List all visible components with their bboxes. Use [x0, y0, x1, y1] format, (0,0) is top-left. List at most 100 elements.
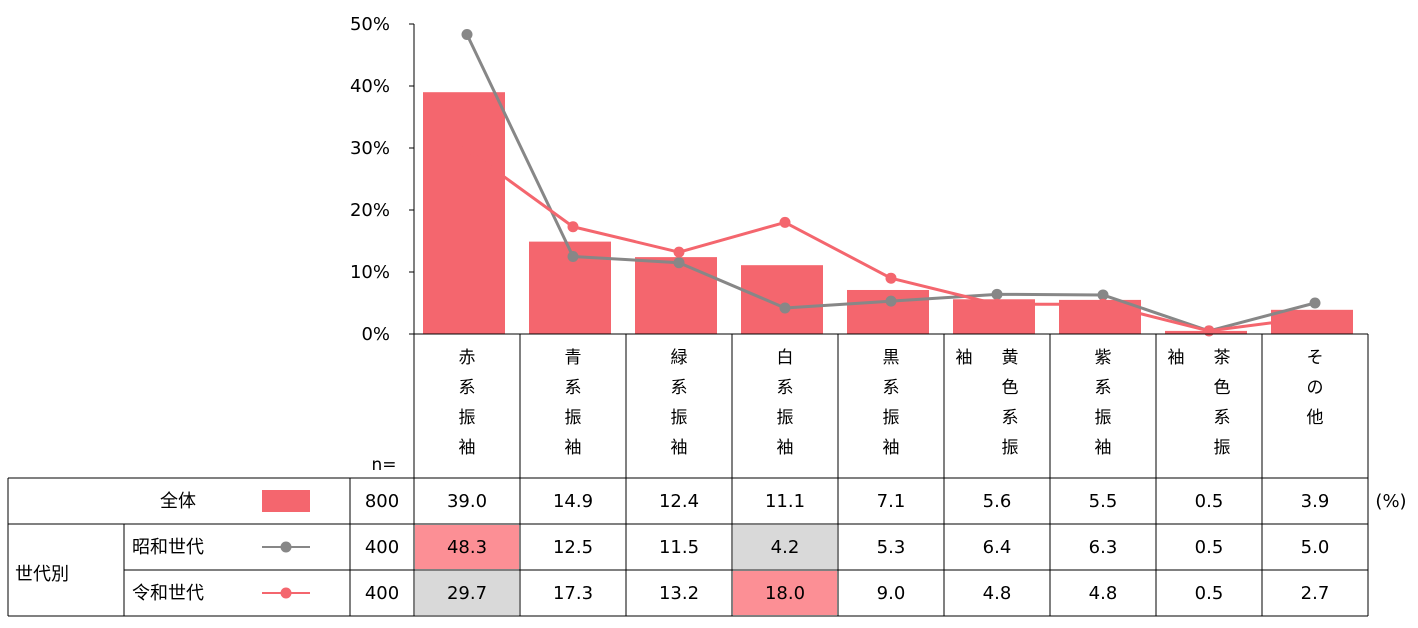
legend-swatch-bar — [262, 490, 310, 512]
category-label-char: 緑 — [671, 348, 688, 368]
table-cell-value: 6.3 — [1089, 537, 1118, 558]
category-label-char: 系 — [459, 378, 476, 398]
table-cell-value: 13.2 — [659, 583, 699, 604]
y-tick-label: 10% — [350, 262, 390, 283]
highlight-cell-high — [415, 525, 519, 569]
category-label-char: 袖 — [1168, 348, 1185, 368]
table-cell-value: 29.7 — [447, 583, 487, 604]
table-cell-value: 3.9 — [1301, 491, 1330, 512]
category-label-char: 系 — [1095, 378, 1112, 398]
y-tick-label: 20% — [350, 200, 390, 221]
legend-point-marker — [280, 587, 292, 599]
line-point-2-5 — [885, 272, 897, 284]
category-label-char: 振 — [883, 408, 900, 428]
bar-4 — [741, 265, 823, 334]
n-value: 400 — [365, 537, 399, 558]
line-point-1-6 — [991, 288, 1003, 300]
category-label-char: 袖 — [565, 438, 582, 458]
table-cell-value: 0.5 — [1195, 491, 1224, 512]
table-cell-value: 5.5 — [1089, 491, 1118, 512]
category-label-char: 白 — [777, 348, 794, 368]
line-point-1-5 — [885, 295, 897, 307]
category-label-char: 黄 — [1002, 348, 1019, 368]
table-cell-value: 11.1 — [765, 491, 805, 512]
category-label-char: そ — [1307, 348, 1324, 368]
category-label-char: 袖 — [777, 438, 794, 458]
category-label-char: 袖 — [671, 438, 688, 458]
legend-point-marker — [280, 541, 292, 553]
table-cell-value: 12.5 — [553, 537, 593, 558]
table-cell-value: 5.6 — [983, 491, 1012, 512]
table-cell-value: 5.3 — [877, 537, 906, 558]
table-cell-value: 5.0 — [1301, 537, 1330, 558]
line-point-2-9 — [1309, 311, 1321, 323]
table-cell-value: 9.0 — [877, 583, 906, 604]
line-point-2-4 — [779, 216, 791, 228]
line-point-2-2 — [567, 221, 579, 233]
category-label-char: 系 — [671, 378, 688, 398]
line-point-1-9 — [1309, 297, 1321, 309]
row-label: 昭和世代 — [132, 537, 204, 558]
category-label-char: 系 — [1002, 408, 1019, 428]
category-label-char: 色 — [1214, 378, 1231, 398]
highlight-cell-low — [733, 525, 837, 569]
category-label-char: 袖 — [1095, 438, 1112, 458]
y-tick-label: 0% — [361, 324, 390, 345]
line-point-2-6 — [991, 298, 1003, 310]
category-label-char: 振 — [565, 408, 582, 428]
category-label-char: 袖 — [883, 438, 900, 458]
category-label-char: 茶 — [1214, 348, 1231, 368]
bar-3 — [635, 257, 717, 334]
row-label: 令和世代 — [132, 583, 204, 604]
y-tick-label: 50% — [350, 14, 390, 35]
y-tick-label: 30% — [350, 138, 390, 159]
n-value: 800 — [365, 491, 399, 512]
category-label-char: の — [1307, 378, 1324, 398]
n-header: n= — [371, 455, 396, 475]
category-label-char: 青 — [565, 348, 582, 368]
category-label-char: 系 — [565, 378, 582, 398]
y-tick-label: 40% — [350, 76, 390, 97]
table-cell-value: 12.4 — [659, 491, 699, 512]
row-label: 全体 — [160, 491, 196, 512]
line-point-1-7 — [1097, 289, 1109, 301]
category-label-char: 振 — [1002, 438, 1019, 458]
category-label-char: 袖 — [459, 438, 476, 458]
table-cell-value: 4.8 — [1089, 583, 1118, 604]
n-value: 400 — [365, 583, 399, 604]
category-label-char: 振 — [1095, 408, 1112, 428]
line-point-1-2 — [567, 251, 579, 262]
line-point-1-1 — [461, 29, 473, 41]
table-cell-value: 4.8 — [983, 583, 1012, 604]
category-label-char: 赤 — [459, 348, 476, 368]
line-point-2-3 — [673, 246, 685, 258]
table-cell-value: 6.4 — [983, 537, 1012, 558]
table-cell-value: 7.1 — [877, 491, 906, 512]
category-label-char: 系 — [1214, 408, 1231, 428]
table-cell-value: 0.5 — [1195, 537, 1224, 558]
category-label-char: 振 — [459, 408, 476, 428]
category-label-char: 振 — [777, 408, 794, 428]
table-cell-value: 18.0 — [765, 583, 805, 604]
category-label-char: 系 — [883, 378, 900, 398]
table-cell-value: 4.2 — [771, 537, 800, 558]
table-cell-value: 0.5 — [1195, 583, 1224, 604]
table-cell-value: 11.5 — [659, 537, 699, 558]
table-cell-value: 39.0 — [447, 491, 487, 512]
line-point-1-4 — [779, 302, 791, 314]
unit-label: (%) — [1375, 491, 1406, 512]
category-label-char: 黒 — [883, 348, 900, 368]
category-label-char: 他 — [1307, 408, 1324, 428]
category-label-char: 紫 — [1095, 348, 1112, 368]
category-label-char: 色 — [1002, 378, 1019, 398]
line-point-2-7 — [1097, 298, 1109, 310]
table-cell-value: 2.7 — [1301, 583, 1330, 604]
highlight-cell-low — [415, 571, 519, 615]
line-point-2-1 — [461, 144, 473, 156]
table-cell-value: 48.3 — [447, 537, 487, 558]
group-label: 世代別 — [15, 564, 69, 585]
category-label-char: 振 — [1214, 438, 1231, 458]
highlight-cell-high — [733, 571, 837, 615]
